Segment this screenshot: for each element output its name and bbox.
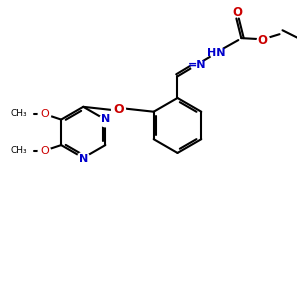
Text: O: O [40, 146, 49, 156]
Text: N: N [79, 154, 88, 164]
Text: =N: =N [188, 60, 206, 70]
Text: CH₃: CH₃ [10, 109, 27, 118]
Text: O: O [113, 103, 124, 116]
Text: O: O [232, 6, 242, 19]
Text: N: N [101, 114, 110, 124]
Text: HN: HN [208, 48, 226, 58]
Text: O: O [258, 34, 268, 46]
Text: CH₃: CH₃ [10, 146, 27, 155]
Text: O: O [40, 109, 49, 119]
